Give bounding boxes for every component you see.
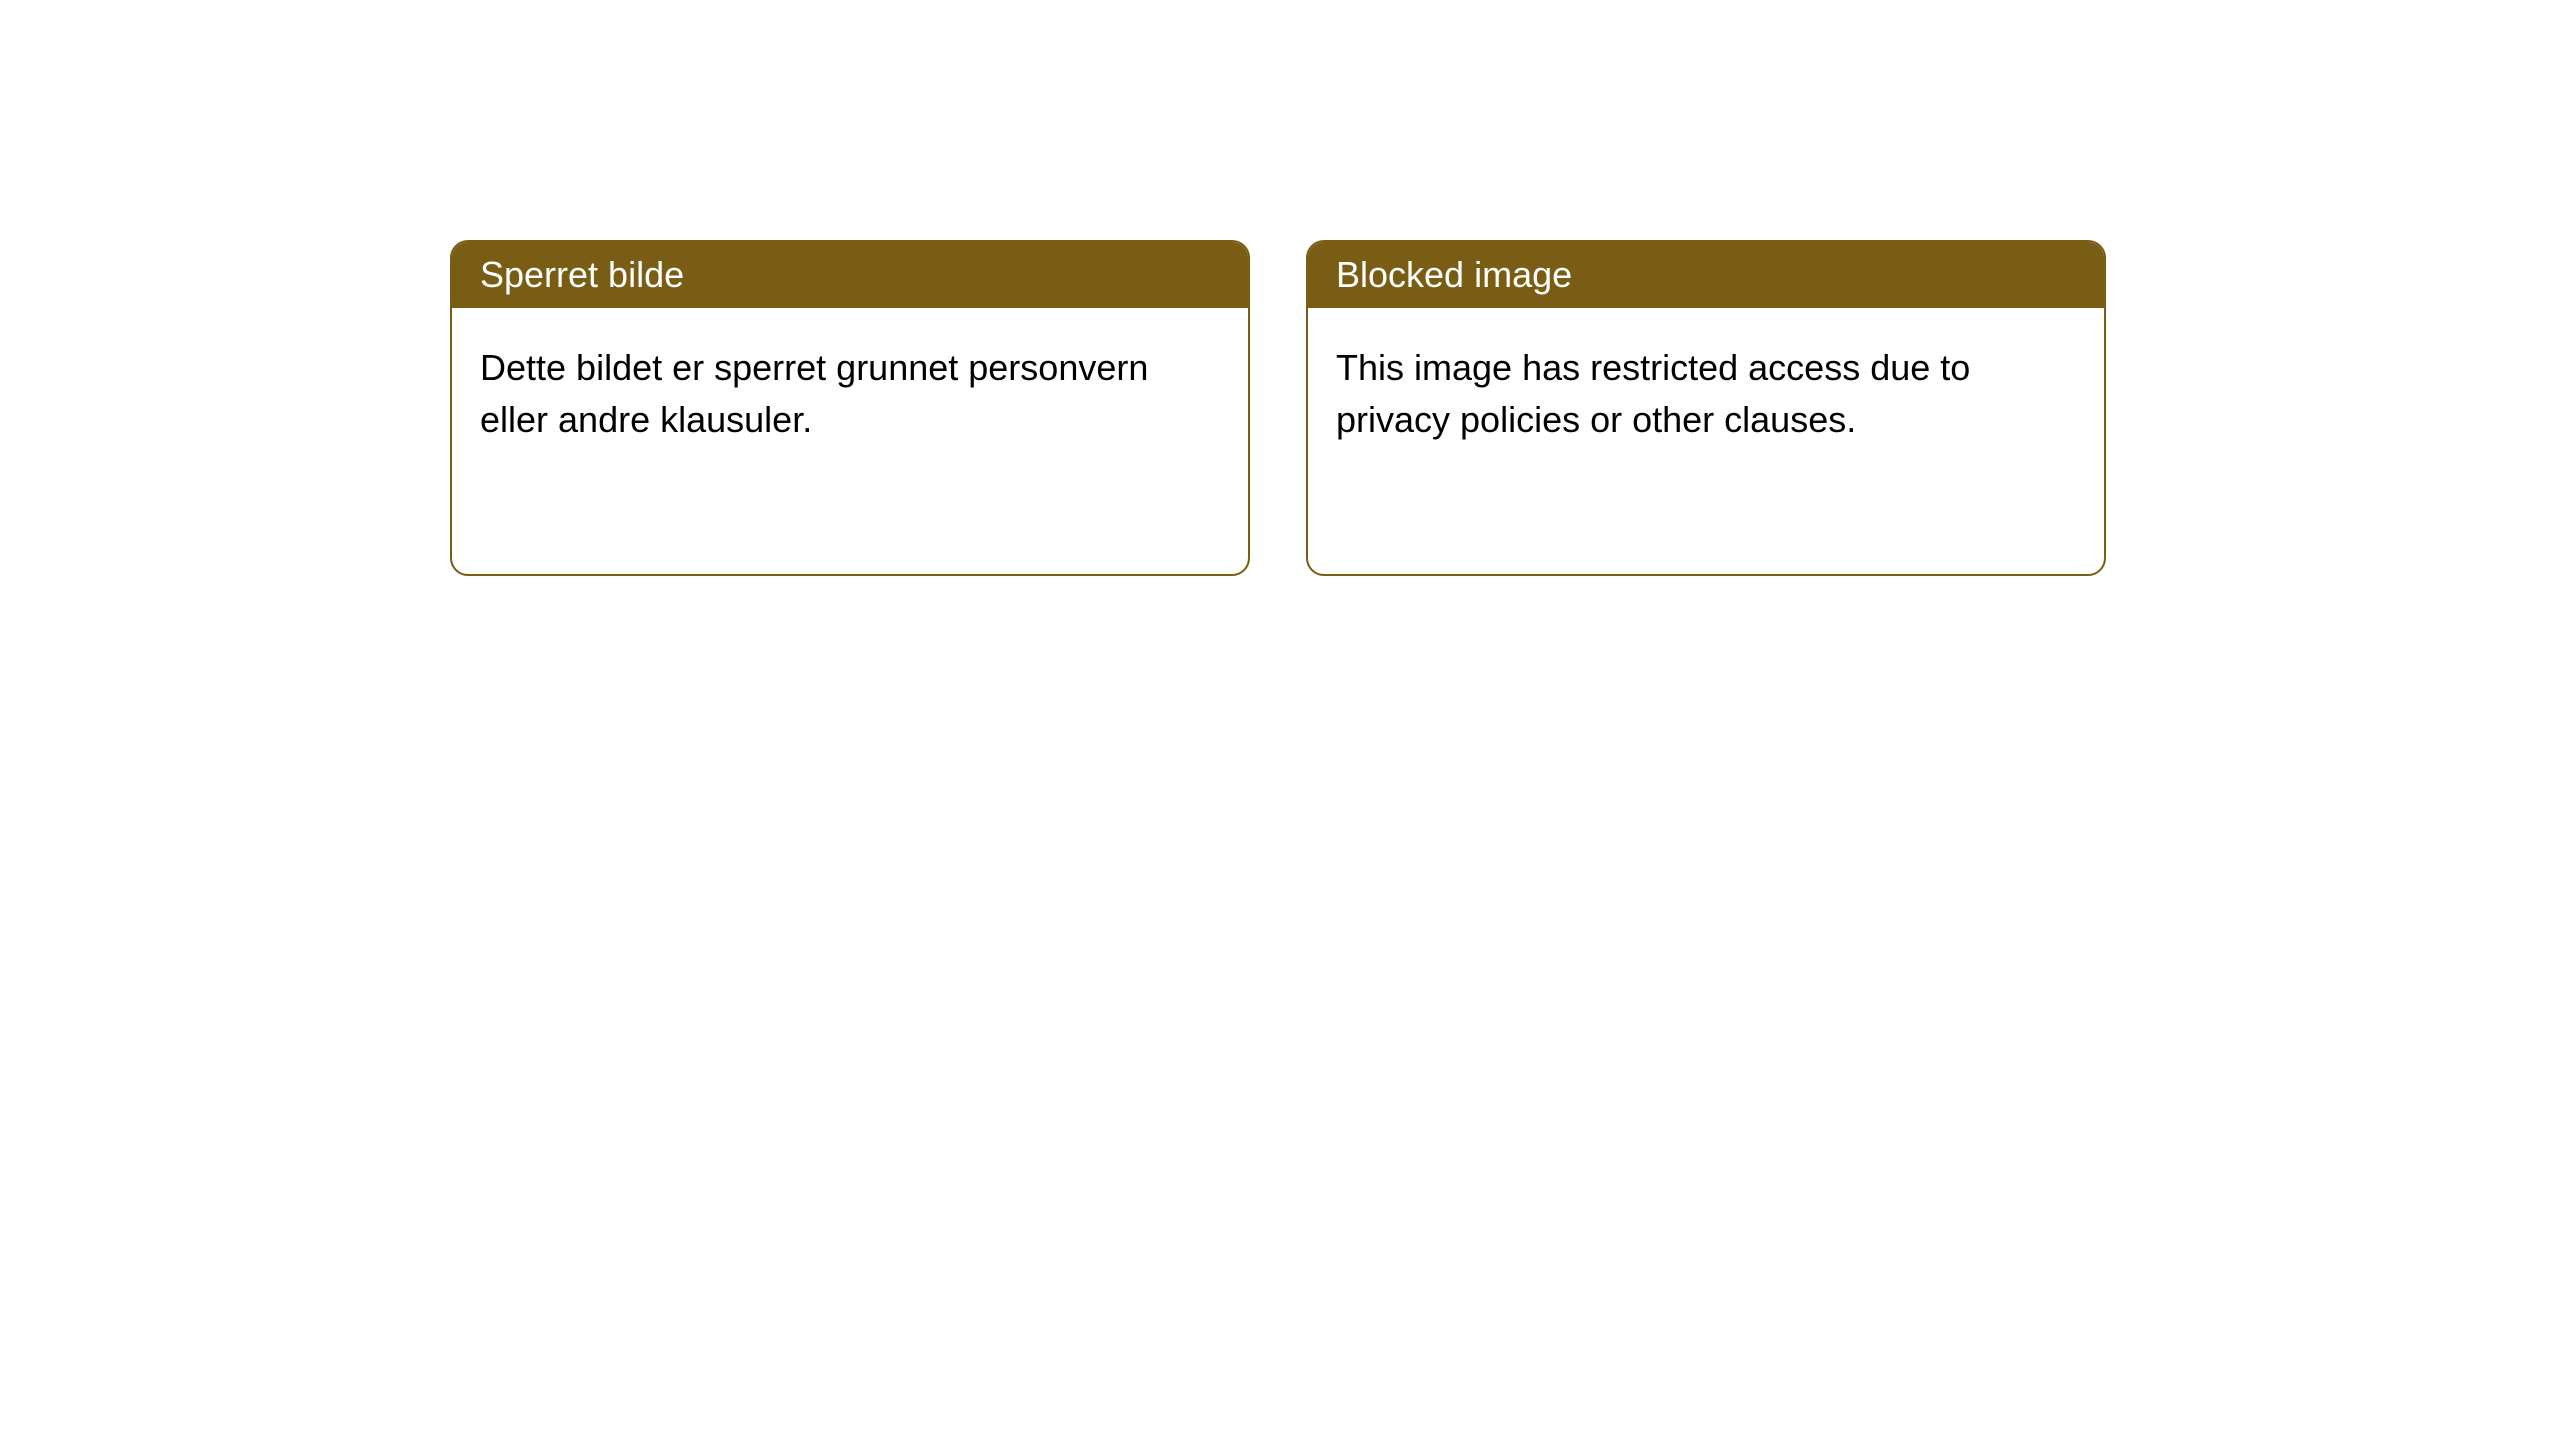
notice-body-text: Dette bildet er sperret grunnet personve… [480,347,1148,440]
notice-container: Sperret bilde Dette bildet er sperret gr… [450,240,2106,576]
notice-header-text: Blocked image [1336,254,1572,295]
notice-body-english: This image has restricted access due to … [1308,308,2104,480]
notice-header-norwegian: Sperret bilde [452,242,1248,308]
notice-body-text: This image has restricted access due to … [1336,347,1970,440]
notice-card-norwegian: Sperret bilde Dette bildet er sperret gr… [450,240,1250,576]
notice-body-norwegian: Dette bildet er sperret grunnet personve… [452,308,1248,480]
notice-header-english: Blocked image [1308,242,2104,308]
notice-header-text: Sperret bilde [480,254,684,295]
notice-card-english: Blocked image This image has restricted … [1306,240,2106,576]
